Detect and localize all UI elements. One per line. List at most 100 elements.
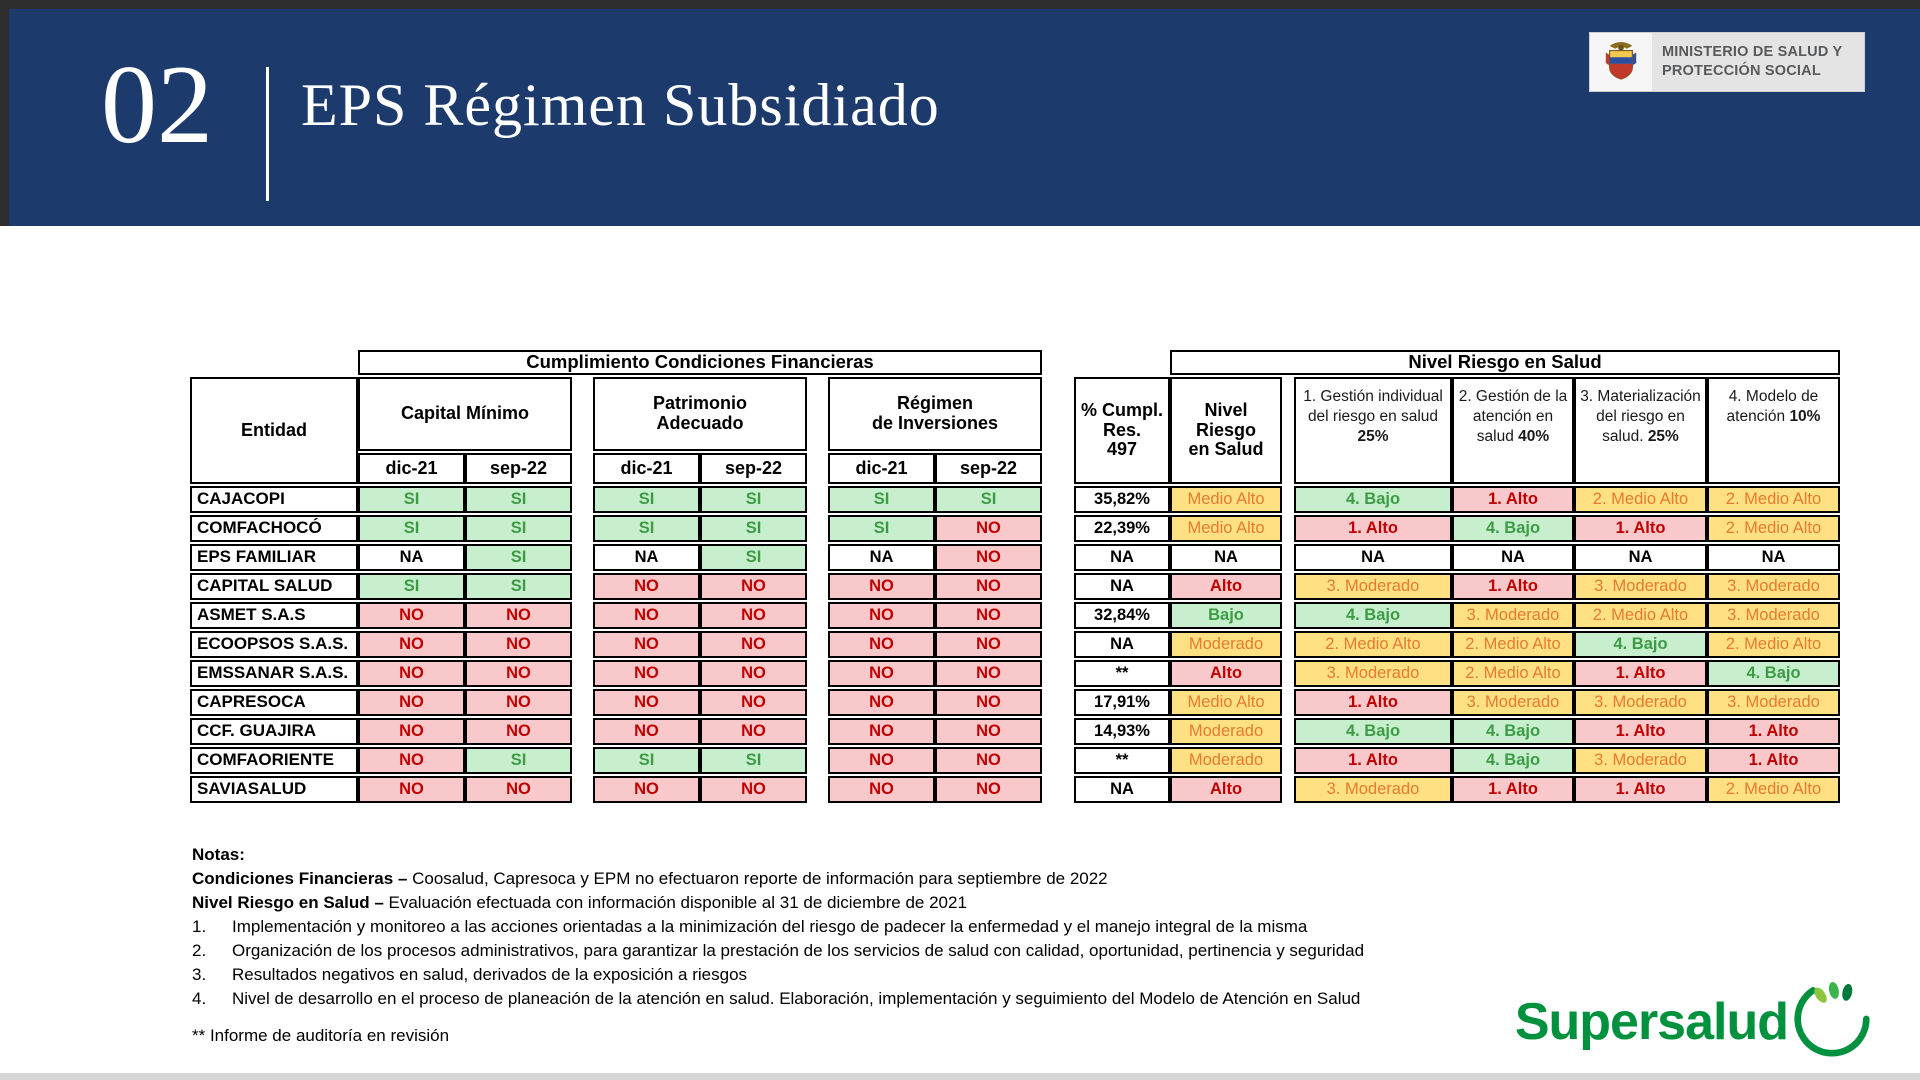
- component-cell: NA: [1574, 544, 1707, 571]
- status-cell: NO: [593, 573, 700, 600]
- status-cell: NO: [465, 631, 572, 658]
- status-cell: NO: [828, 776, 935, 803]
- component-cell: 3. Moderado: [1452, 602, 1574, 629]
- cumpl-cell: 35,82%: [1074, 486, 1170, 513]
- entity-cell: COMFAORIENTE: [190, 747, 358, 774]
- status-cell: NO: [935, 515, 1042, 542]
- status-cell: NO: [593, 602, 700, 629]
- status-cell: SI: [700, 486, 807, 513]
- status-cell: NO: [935, 573, 1042, 600]
- health-group-header: Nivel Riesgo en Salud: [1170, 350, 1840, 375]
- capital-minimo-header: Capital Mínimo: [358, 377, 572, 451]
- period-header: sep-22: [465, 453, 572, 484]
- left-frame: [0, 0, 9, 226]
- component-cell: 1. Alto: [1452, 776, 1574, 803]
- status-cell: NO: [700, 718, 807, 745]
- status-cell: NO: [935, 631, 1042, 658]
- status-cell: NO: [358, 747, 465, 774]
- nivel-riesgo-cell: NA: [1170, 544, 1282, 571]
- entity-cell: CAPITAL SALUD: [190, 573, 358, 600]
- component-header: 1. Gestión individual del riesgo en salu…: [1294, 377, 1452, 484]
- component-cell: 3. Moderado: [1574, 573, 1707, 600]
- status-cell: NO: [465, 776, 572, 803]
- status-cell: SI: [358, 573, 465, 600]
- risk-table: Cumplimiento Condiciones Financieras Nive…: [190, 350, 1840, 803]
- component-cell: 3. Moderado: [1294, 776, 1452, 803]
- notes-body: Condiciones Financieras – Coosalud, Capr…: [192, 869, 1392, 1008]
- component-cell: 1. Alto: [1707, 718, 1840, 745]
- status-cell: NO: [358, 776, 465, 803]
- entity-cell: EPS FAMILIAR: [190, 544, 358, 571]
- component-header: 4. Modelo de atención 10%: [1707, 377, 1840, 484]
- status-cell: NO: [700, 689, 807, 716]
- nivel-riesgo-cell: Medio Alto: [1170, 515, 1282, 542]
- nivel-riesgo-cell: Moderado: [1170, 747, 1282, 774]
- status-cell: NO: [935, 747, 1042, 774]
- component-cell: NA: [1294, 544, 1452, 571]
- status-cell: NO: [465, 602, 572, 629]
- component-cell: 2. Medio Alto: [1707, 515, 1840, 542]
- nivel-riesgo-cell: Moderado: [1170, 631, 1282, 658]
- status-cell: SI: [593, 747, 700, 774]
- status-cell: SI: [465, 573, 572, 600]
- component-header: 2. Gestión de la atención en salud 40%: [1452, 377, 1574, 484]
- status-cell: SI: [700, 747, 807, 774]
- status-cell: NO: [358, 689, 465, 716]
- cumpl-cell: **: [1074, 660, 1170, 687]
- component-cell: 3. Moderado: [1707, 689, 1840, 716]
- component-cell: NA: [1452, 544, 1574, 571]
- cumpl-cell: 22,39%: [1074, 515, 1170, 542]
- status-cell: NA: [593, 544, 700, 571]
- notes-title: Notas:: [192, 845, 245, 864]
- status-cell: NA: [828, 544, 935, 571]
- component-cell: 4. Bajo: [1707, 660, 1840, 687]
- notes-numbered-item: 2. Organización de los procesos administr…: [192, 941, 1365, 960]
- cumpl-cell: NA: [1074, 573, 1170, 600]
- component-cell: 2. Medio Alto: [1707, 486, 1840, 513]
- status-cell: SI: [593, 486, 700, 513]
- status-cell: NO: [700, 573, 807, 600]
- notes-numbered-item: 3. Resultados negativos en salud, derivad…: [192, 965, 748, 984]
- component-cell: 2. Medio Alto: [1574, 602, 1707, 629]
- status-cell: SI: [358, 515, 465, 542]
- page-title: EPS Régimen Subsidiado: [301, 72, 940, 138]
- entity-cell: ASMET S.A.S: [190, 602, 358, 629]
- component-cell: 2. Medio Alto: [1294, 631, 1452, 658]
- cumpl-cell: NA: [1074, 544, 1170, 571]
- component-cell: 4. Bajo: [1294, 602, 1452, 629]
- component-cell: 1. Alto: [1574, 660, 1707, 687]
- regimen-inversiones-header: Régimen de Inversiones: [828, 377, 1042, 451]
- status-cell: NO: [828, 631, 935, 658]
- status-cell: NO: [935, 689, 1042, 716]
- component-cell: 3. Moderado: [1294, 660, 1452, 687]
- component-cell: 3. Moderado: [1574, 689, 1707, 716]
- status-cell: NO: [828, 660, 935, 687]
- entity-cell: COMFACHOCÓ: [190, 515, 358, 542]
- status-cell: NO: [358, 660, 465, 687]
- status-cell: NO: [593, 689, 700, 716]
- component-cell: 4. Bajo: [1294, 718, 1452, 745]
- status-cell: SI: [828, 515, 935, 542]
- component-cell: 4. Bajo: [1452, 747, 1574, 774]
- status-cell: NO: [700, 631, 807, 658]
- component-cell: 4. Bajo: [1294, 486, 1452, 513]
- entity-column-header: Entidad: [190, 377, 358, 484]
- component-cell: 1. Alto: [1707, 747, 1840, 774]
- component-cell: 2. Medio Alto: [1707, 776, 1840, 803]
- notes-numbered-item: 4. Nivel de desarrollo en el proceso de p…: [192, 989, 1361, 1008]
- component-cell: 1. Alto: [1452, 486, 1574, 513]
- cumpl-cell: NA: [1074, 631, 1170, 658]
- notes: Notas: Condiciones Financieras – Coosalu…: [192, 845, 1392, 1045]
- status-cell: NO: [465, 718, 572, 745]
- period-header: dic-21: [593, 453, 700, 484]
- component-cell: 2. Medio Alto: [1707, 631, 1840, 658]
- status-cell: NO: [358, 718, 465, 745]
- status-cell: NO: [935, 544, 1042, 571]
- status-cell: NO: [828, 689, 935, 716]
- status-cell: NO: [700, 660, 807, 687]
- status-cell: NO: [828, 747, 935, 774]
- patrimonio-adecuado-header: Patrimonio Adecuado: [593, 377, 807, 451]
- entity-cell: CAJACOPI: [190, 486, 358, 513]
- component-cell: 3. Moderado: [1452, 689, 1574, 716]
- status-cell: NO: [935, 660, 1042, 687]
